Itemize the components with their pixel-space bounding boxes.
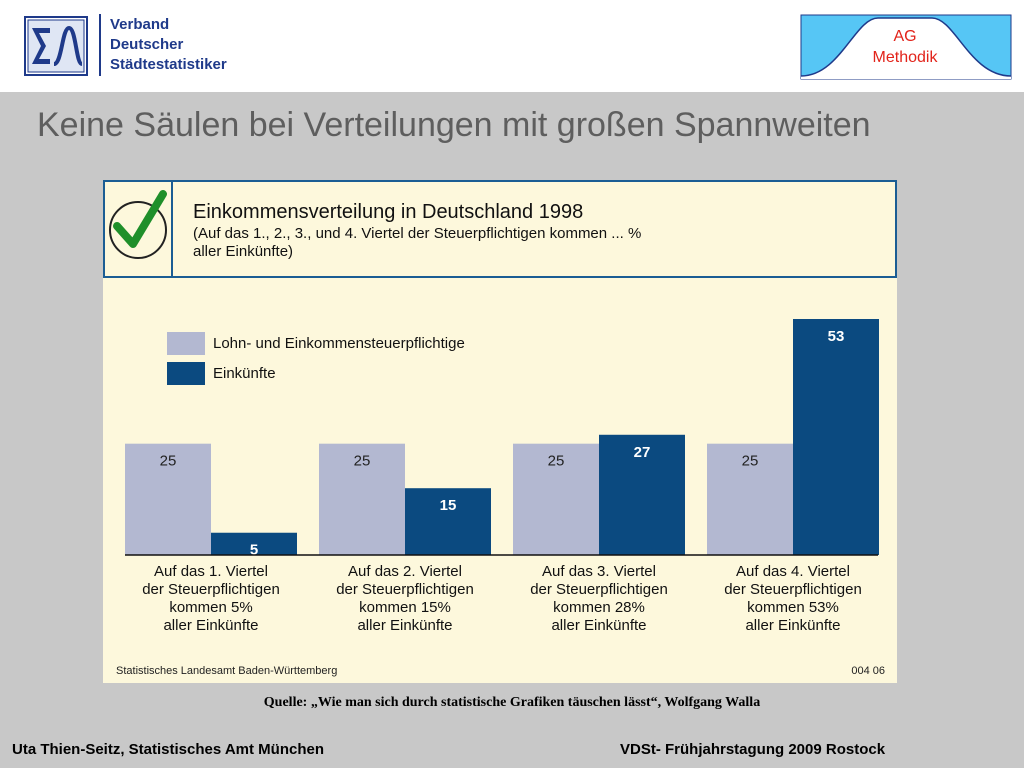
category-label-line: kommen 5%: [169, 599, 252, 616]
category-label-line: Auf das 4. Viertel: [736, 563, 850, 580]
bar-income: [599, 434, 685, 555]
org-name-line: Städtestatistiker: [110, 56, 227, 73]
category-label-line: aller Einkünfte: [163, 617, 258, 634]
chart-source: Statistisches Landesamt Baden-Württember…: [116, 665, 337, 677]
category-label-line: der Steuerpflichtigen: [724, 581, 862, 598]
legend-label: Lohn- und Einkommensteuerpflichtige: [213, 335, 465, 352]
chart-title: Einkommensverteilung in Deutschland 1998: [193, 201, 583, 223]
org-name-line: Verband: [110, 16, 170, 33]
logo-divider: [99, 14, 101, 76]
chart-code: 004 06: [851, 665, 885, 677]
ag-methodik-logo: AG Methodik: [800, 14, 1012, 80]
ag-logo-line: AG: [893, 28, 916, 45]
bar-value-label: 25: [548, 453, 565, 470]
footer-author: Uta Thien-Seitz, Statistisches Amt Münch…: [12, 741, 324, 758]
category-label-line: kommen 15%: [359, 599, 451, 616]
bar-income: [793, 319, 879, 555]
category-label-line: der Steuerpflichtigen: [142, 581, 280, 598]
bar-taxpayers: [707, 443, 793, 555]
bar-value-label: 53: [828, 328, 845, 345]
org-name-line: Deutscher: [110, 36, 184, 53]
source-caption: Quelle: „Wie man sich durch statistische…: [263, 695, 761, 710]
legend-swatch: [167, 332, 205, 355]
legend-label: Einkünfte: [213, 365, 276, 382]
bar-taxpayers: [513, 443, 599, 555]
bar-value-label: 5: [250, 542, 258, 559]
chart-subtitle-line: (Auf das 1., 2., 3., und 4. Viertel der …: [193, 225, 641, 242]
bar-income: [405, 488, 491, 555]
footer-event: VDSt- Frühjahrstagung 2009 Rostock: [620, 741, 886, 758]
chart-legend: Lohn- und Einkommensteuerpflichtige Einkü…: [167, 332, 465, 385]
org-name: Verband Deutscher Städtestatistiker: [110, 15, 227, 75]
category-label-line: Auf das 2. Viertel: [348, 563, 462, 580]
category-label-line: aller Einkünfte: [551, 617, 646, 634]
bar-value-label: 15: [440, 497, 457, 514]
checkmark-icon: [109, 190, 167, 259]
bar-taxpayers: [125, 443, 211, 555]
legend-swatch: [167, 362, 205, 385]
bar-value-label: 25: [160, 453, 177, 470]
chart-header-frame: [103, 180, 897, 278]
category-label-line: der Steuerpflichtigen: [530, 581, 668, 598]
bar-income: [211, 532, 297, 555]
category-label-line: aller Einkünfte: [745, 617, 840, 634]
category-label-line: Auf das 1. Viertel: [154, 563, 268, 580]
bar-group: 25 5 25 15 25 27 25 53: [125, 319, 879, 559]
category-label-line: Auf das 3. Viertel: [542, 563, 656, 580]
category-label-line: der Steuerpflichtigen: [336, 581, 474, 598]
slide-title: Keine Säulen bei Verteilungen mit großen…: [37, 106, 871, 144]
bar-value-label: 25: [742, 453, 759, 470]
category-label-line: kommen 28%: [553, 599, 645, 616]
chart-subtitle-line: aller Einkünfte): [193, 243, 293, 260]
bar-chart: Einkommensverteilung in Deutschland 1998…: [103, 180, 897, 677]
bar-value-label: 25: [354, 453, 371, 470]
bar-taxpayers: [319, 443, 405, 555]
category-label-line: kommen 53%: [747, 599, 839, 616]
category-label-line: aller Einkünfte: [357, 617, 452, 634]
vds-logo: [24, 16, 88, 76]
chart-panel: Einkommensverteilung in Deutschland 1998…: [103, 180, 897, 683]
bar-value-label: 27: [634, 444, 651, 461]
ag-logo-line: Methodik: [873, 49, 939, 66]
header-bar: Verband Deutscher Städtestatistiker AG M…: [0, 0, 1024, 92]
